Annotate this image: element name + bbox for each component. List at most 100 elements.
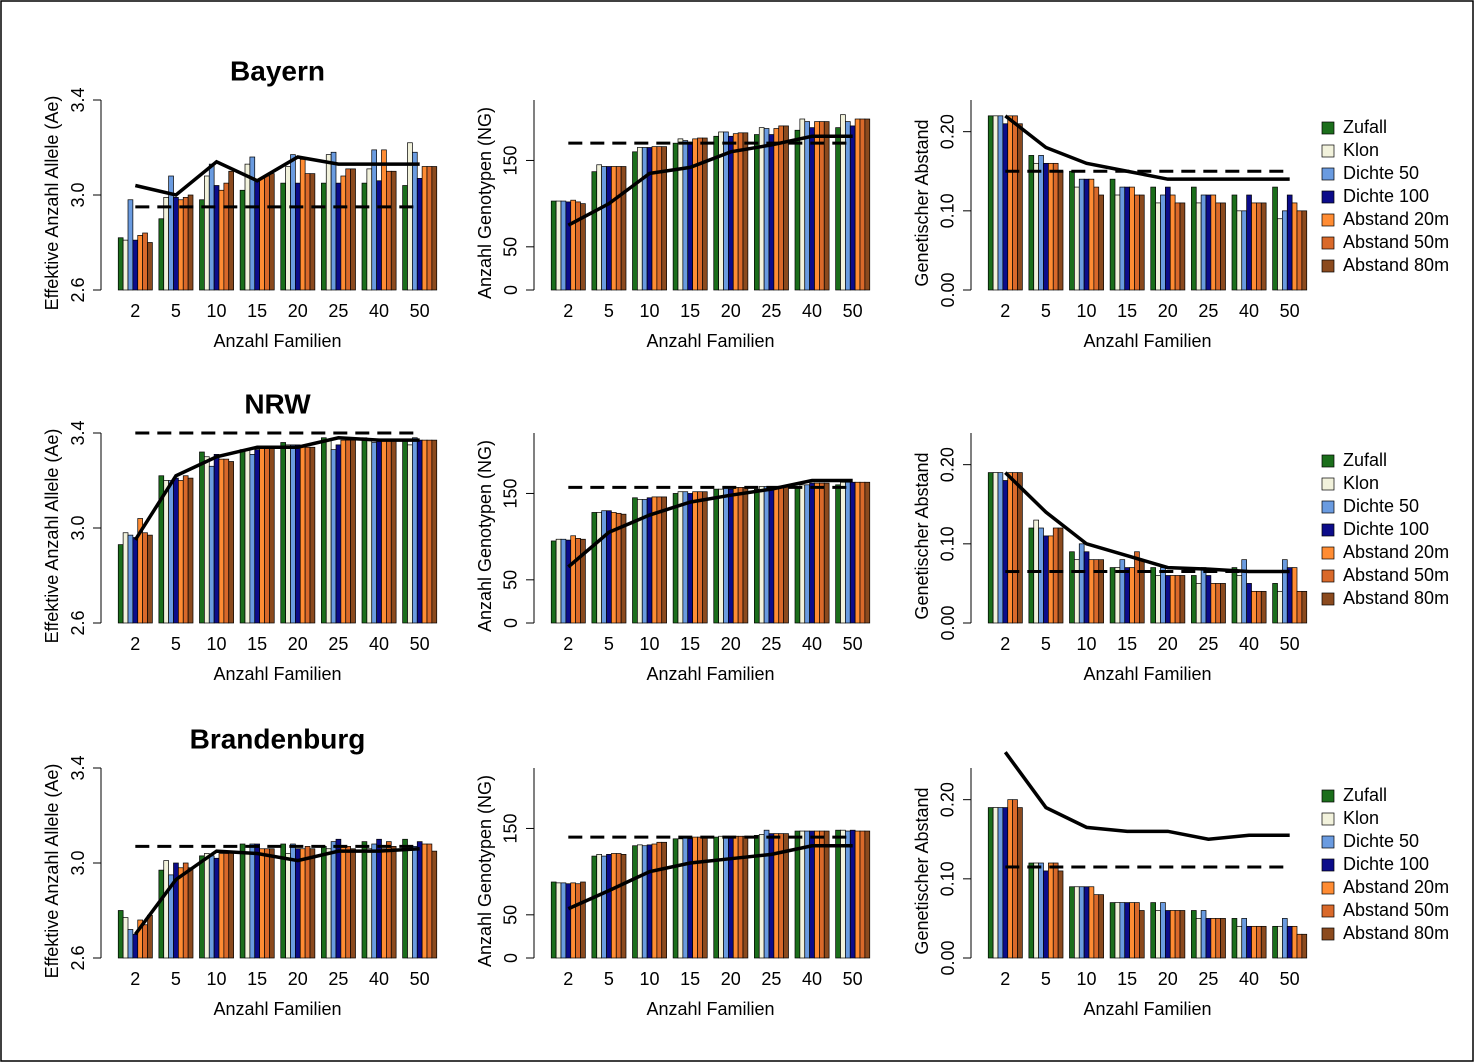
bar	[1272, 186, 1278, 291]
y-axis-label: Anzahl Genotypen (NG)	[475, 775, 495, 967]
bar	[309, 173, 316, 291]
x-axis-label: Anzahl Familien	[1083, 331, 1211, 351]
bar	[1241, 918, 1247, 959]
bar	[713, 836, 719, 959]
bar	[1210, 583, 1217, 624]
bar	[596, 854, 602, 959]
bar	[1282, 559, 1288, 624]
bar	[1119, 186, 1126, 291]
bar	[386, 841, 392, 959]
bar	[345, 168, 351, 291]
bar	[783, 125, 789, 291]
bar	[809, 482, 815, 624]
bar	[575, 201, 581, 291]
mean-line	[133, 847, 420, 936]
legend-label: Dichte 50	[1343, 163, 1419, 183]
bar	[421, 439, 428, 624]
bar	[1256, 202, 1262, 291]
bar	[656, 841, 663, 959]
bar	[778, 125, 784, 291]
bar	[1169, 910, 1176, 959]
bar	[187, 867, 194, 959]
bar	[1236, 925, 1243, 959]
x-tick-label: 50	[1280, 301, 1300, 321]
bar	[178, 867, 184, 959]
x-axis-label: Anzahl Familien	[646, 664, 774, 684]
bar	[371, 149, 377, 291]
bar	[1200, 910, 1207, 959]
bar	[1074, 886, 1080, 959]
x-tick-label: 5	[171, 301, 181, 321]
y-tick-label: 0.20	[938, 114, 958, 149]
x-tick-label: 50	[843, 301, 863, 321]
bar	[269, 446, 275, 624]
legend-swatch	[1321, 477, 1335, 491]
bar	[1277, 925, 1283, 959]
bar	[1114, 567, 1121, 624]
bar	[1246, 194, 1252, 291]
x-axis-label: Anzahl Familien	[1083, 664, 1211, 684]
x-tick-label: 2	[1000, 634, 1010, 654]
legend-label: Abstand 20m	[1343, 209, 1449, 229]
bar	[1028, 862, 1035, 959]
bar	[309, 848, 316, 959]
bar	[1215, 918, 1221, 959]
x-tick-label: 10	[1077, 969, 1097, 989]
legend-swatch	[1321, 144, 1335, 158]
bar	[182, 862, 189, 959]
x-axis-label: Anzahl Familien	[213, 664, 341, 684]
bar	[350, 848, 356, 959]
x-tick-label: 15	[1117, 634, 1137, 654]
bar	[728, 488, 734, 624]
bar	[1195, 202, 1202, 291]
x-tick-label: 15	[1117, 969, 1137, 989]
legend-label: Zufall	[1343, 785, 1387, 805]
bar	[208, 465, 215, 624]
bar	[1301, 933, 1308, 959]
bar	[737, 132, 744, 291]
bar	[742, 132, 749, 291]
bar	[819, 830, 825, 959]
bar	[783, 486, 789, 624]
x-tick-label: 15	[680, 301, 700, 321]
bar	[309, 446, 316, 624]
bar	[1028, 527, 1035, 624]
bar	[386, 170, 392, 291]
x-axis-label: Anzahl Familien	[646, 331, 774, 351]
bar	[386, 439, 392, 624]
bar	[366, 439, 373, 624]
bar	[264, 446, 270, 624]
bar	[299, 848, 306, 959]
bar	[864, 481, 871, 624]
bar	[723, 835, 729, 959]
bar	[1155, 575, 1161, 624]
bar	[656, 146, 663, 291]
bar	[1236, 575, 1243, 624]
legend-swatch	[1321, 259, 1335, 273]
bar	[431, 850, 438, 959]
bar	[350, 439, 356, 624]
legend-swatch	[1321, 789, 1335, 803]
mean-line	[1004, 114, 1290, 181]
bar	[1256, 590, 1262, 624]
bar	[560, 882, 567, 959]
bar	[340, 175, 347, 291]
x-tick-label: 20	[721, 969, 741, 989]
bar	[1033, 162, 1039, 291]
bar	[1052, 862, 1059, 959]
bar	[1231, 567, 1238, 624]
x-tick-label: 15	[680, 634, 700, 654]
x-tick-label: 5	[171, 969, 181, 989]
bar	[1088, 178, 1095, 291]
bar	[158, 218, 165, 291]
y-axis-label: Anzahl Genotypen (NG)	[475, 440, 495, 632]
bar	[264, 175, 270, 291]
legend-swatch	[1321, 927, 1335, 941]
bar	[823, 830, 830, 959]
bar	[646, 147, 653, 291]
bar	[1169, 194, 1176, 291]
x-tick-label: 50	[410, 301, 430, 321]
bar	[1150, 902, 1156, 959]
bar	[1241, 559, 1247, 624]
